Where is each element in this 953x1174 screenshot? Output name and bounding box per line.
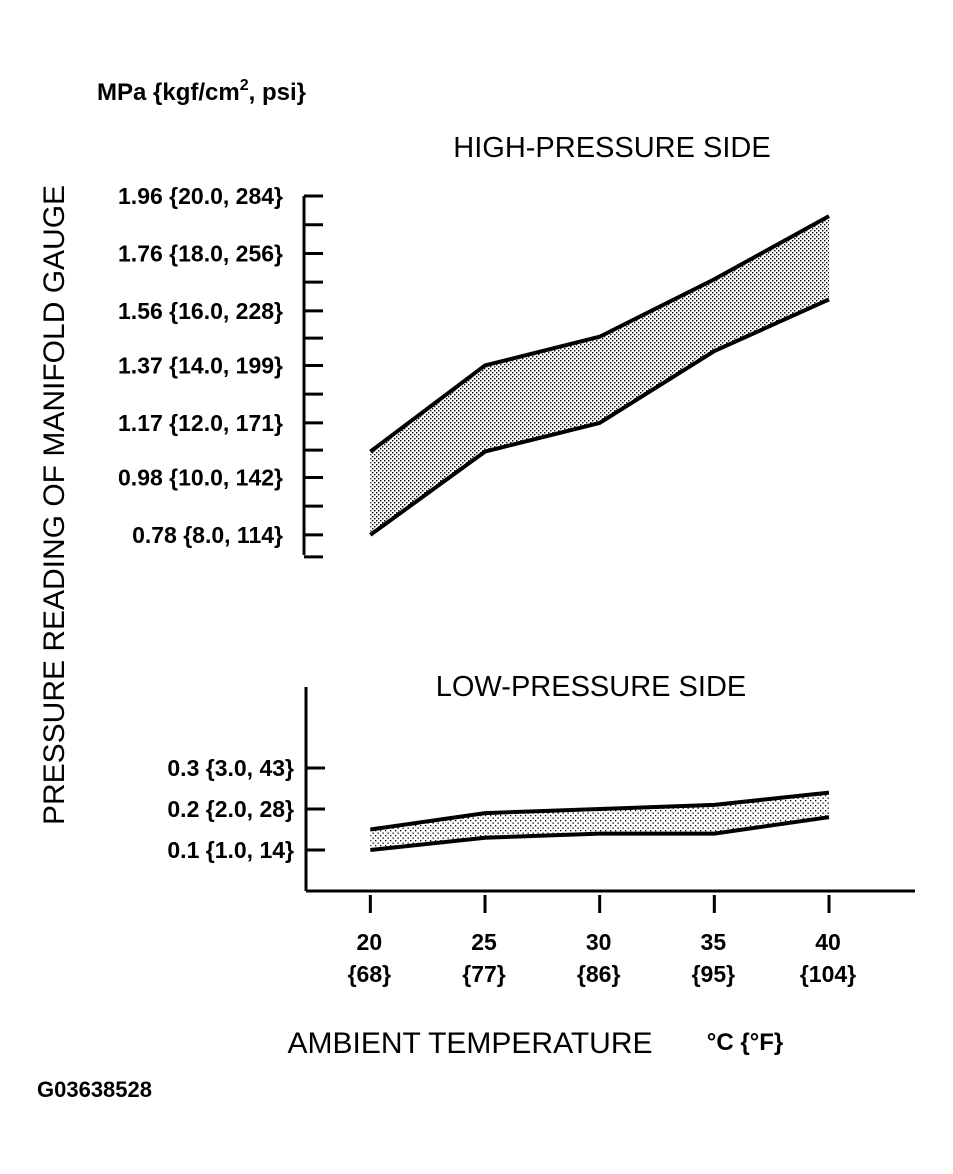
low-pressure-tick-label: 0.2 {2.0, 28} <box>167 796 294 822</box>
high-pressure-tick-label: 1.37 {14.0, 199} <box>118 352 283 378</box>
unit-label-prefix: MPa {kgf/cm <box>97 79 240 106</box>
x-tick-label-fahrenheit: {86} <box>577 961 621 987</box>
high-pressure-tick-label: 1.17 {12.0, 171} <box>118 410 283 436</box>
y-axis-label: PRESSURE READING OF MANIFOLD GAUGE <box>38 185 71 825</box>
high-pressure-upper-line <box>369 214 830 454</box>
x-tick-label-fahrenheit: {68} <box>348 961 392 987</box>
low-pressure-upper-line <box>370 790 830 832</box>
low-pressure-tick-label: 0.3 {3.0, 43} <box>167 755 294 781</box>
figure-id: G03638528 <box>37 1077 152 1102</box>
high-pressure-tick-label: 1.96 {20.0, 284} <box>118 183 283 209</box>
x-tick-label-celsius: 35 <box>701 929 727 955</box>
unit-label-superscript: 2 <box>240 77 249 94</box>
low-pressure-tick-label: 0.1 {1.0, 14} <box>167 837 294 863</box>
low-pressure-band-area <box>370 792 829 850</box>
x-tick-label-celsius: 30 <box>586 929 612 955</box>
low-pressure-title: LOW-PRESSURE SIDE <box>436 671 746 703</box>
high-pressure-tick-label: 0.78 {8.0, 114} <box>132 522 283 548</box>
high-pressure-tick-label: 0.98 {10.0, 142} <box>118 464 283 490</box>
high-pressure-title: HIGH-PRESSURE SIDE <box>453 132 770 164</box>
high-pressure-band-area <box>370 216 829 535</box>
x-tick-label-fahrenheit: {77} <box>462 961 506 987</box>
x-axis-unit-label: °C {°F} <box>707 1029 784 1056</box>
high-pressure-tick-label: 1.56 {16.0, 228} <box>118 298 283 324</box>
high-pressure-lower-line <box>369 297 830 537</box>
x-tick-label-fahrenheit: {104} <box>800 961 856 987</box>
x-tick-label-fahrenheit: {95} <box>692 961 736 987</box>
unit-label-suffix: , psi} <box>249 79 306 106</box>
unit-label: MPa {kgf/cm2, psi} <box>97 77 306 106</box>
x-axis-label: AMBIENT TEMPERATURE <box>287 1027 652 1060</box>
x-tick-label-celsius: 40 <box>815 929 841 955</box>
high-pressure-tick-label: 1.76 {18.0, 256} <box>118 240 283 266</box>
high-pressure-panel: 0.78 {8.0, 114} 0.98 {10.0, 142} 1.17 {12.… <box>118 183 830 559</box>
low-pressure-lower-line <box>370 815 830 852</box>
x-tick-label-celsius: 25 <box>471 929 497 955</box>
low-pressure-panel: 0.1 {1.0, 14} 0.2 {2.0, 28} 0.3 {3.0, 43} 2… <box>167 687 915 987</box>
x-tick-label-celsius: 20 <box>357 929 383 955</box>
